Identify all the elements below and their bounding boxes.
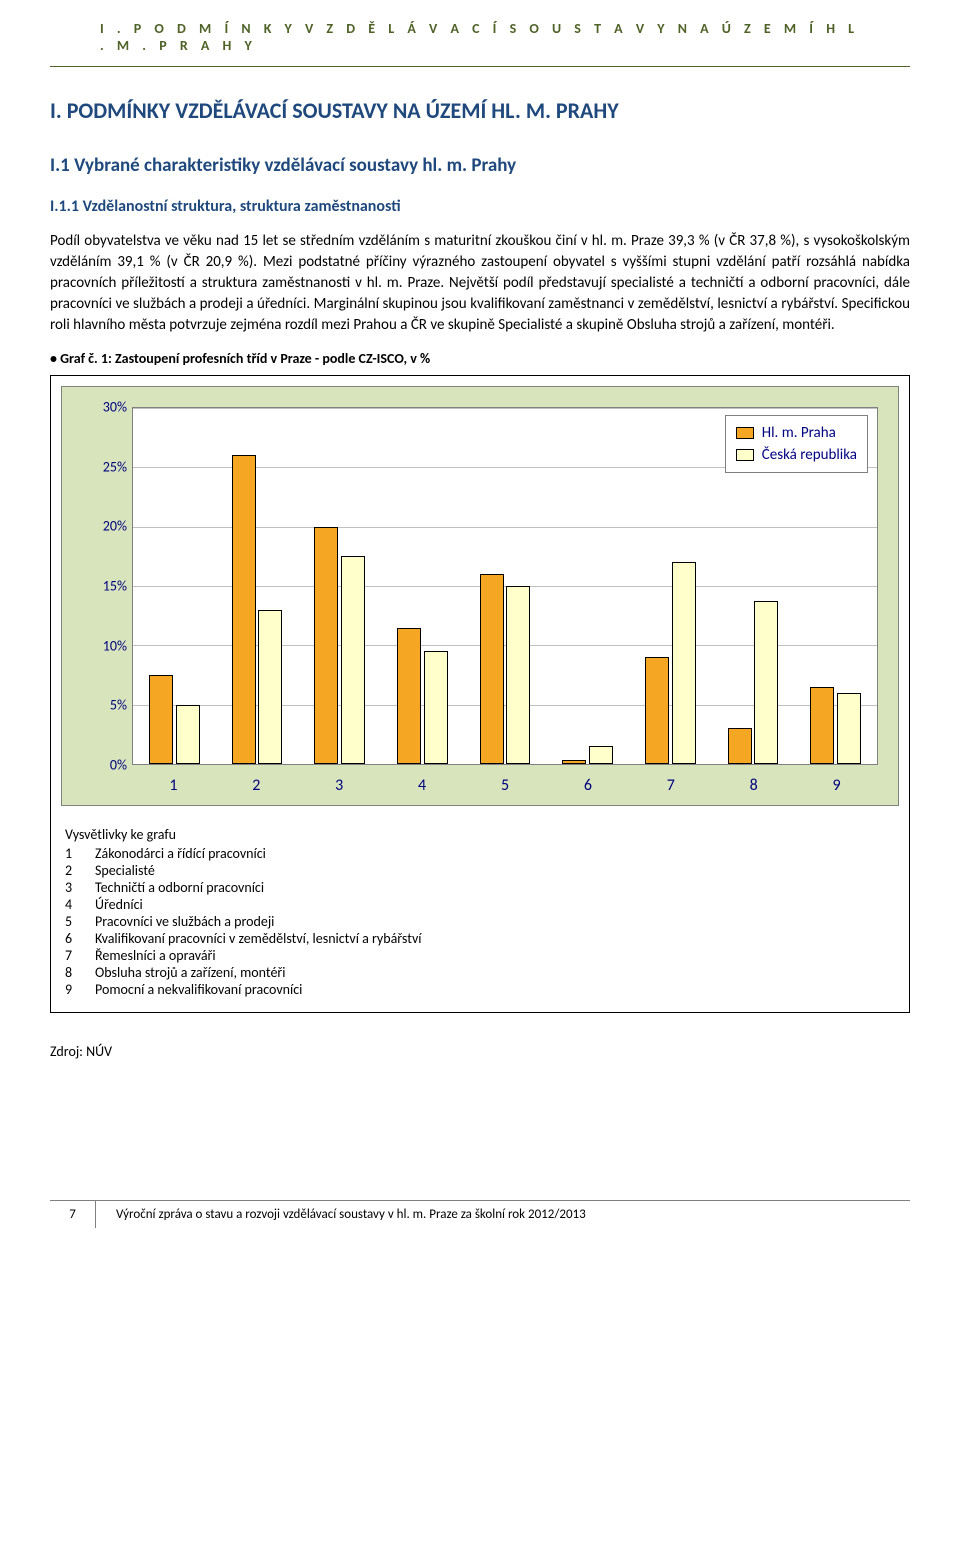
explain-text: Kvalifikovaní pracovníci v zemědělství, … [95,930,421,947]
chart-bar [232,455,256,764]
explain-text: Specialisté [95,862,155,879]
chart-bar [341,556,365,764]
heading-1: I. PODMÍNKY VZDĚLÁVACÍ SOUSTAVY NA ÚZEMÍ… [50,97,910,124]
chart-area: Hl. m. Praha Česká republika 0% 5% 10% 15% 20… [61,386,899,806]
chart-bar [397,628,421,764]
explain-num: 4 [65,896,77,913]
chart-ytick: 0% [72,757,127,774]
explain-row: 7 Řemeslníci a opraváři [65,947,895,964]
chart-xtick: 1 [169,776,177,795]
explain-text: Pracovníci ve službách a prodeji [95,913,274,930]
explain-text: Úředníci [95,896,143,913]
chart-ytick: 30% [72,399,127,416]
legend-item: Hl. m. Praha [736,422,857,444]
chart-xtick: 7 [667,776,675,795]
explain-row: 2 Specialisté [65,862,895,879]
explain-num: 1 [65,845,77,862]
explain-num: 7 [65,947,77,964]
chart-bar [314,527,338,764]
heading-2: I.1 Vybrané charakteristiky vzdělávací s… [50,154,910,177]
explain-row: 1 Zákonodárci a řídící pracovníci [65,845,895,862]
page-footer: 7 Výroční zpráva o stavu a rozvoji vzděl… [50,1200,910,1228]
chart-bar [754,601,778,764]
chart-explain: Vysvětlivky ke grafu 1 Zákonodárci a řídíc… [51,816,909,1012]
chart-bar [562,760,586,764]
chart-bar [672,562,696,764]
explain-row: 9 Pomocní a nekvalifikovaní pracovníci [65,981,895,998]
explain-text: Techničtí a odborní pracovníci [95,879,264,896]
explain-text: Zákonodárci a řídící pracovníci [95,845,266,862]
chart-bar [149,675,173,764]
explain-text: Obsluha strojů a zařízení, montéři [95,964,286,981]
chart-bar [424,651,448,764]
legend-swatch [736,449,754,461]
chart-gridline [133,408,877,409]
explain-num: 8 [65,964,77,981]
explain-num: 2 [65,862,77,879]
chart-ytick: 20% [72,518,127,535]
chart-bar [645,657,669,764]
chart-xtick: 3 [335,776,343,795]
heading-3: I.1.1 Vzdělanostní struktura, struktura … [50,197,910,216]
chart-ytick: 15% [72,578,127,595]
chart-xtick: 8 [750,776,758,795]
chart-bar [837,693,861,764]
chart-xtick: 9 [832,776,840,795]
explain-row: 6 Kvalifikovaní pracovníci v zemědělství,… [65,930,895,947]
legend-item: Česká republika [736,444,857,466]
explain-num: 6 [65,930,77,947]
chart-bar [258,610,282,764]
explain-title: Vysvětlivky ke grafu [65,826,895,843]
chart-xtick: 4 [418,776,426,795]
chart-xtick: 2 [252,776,260,795]
legend-label: Česká republika [762,446,857,464]
chart-ytick: 5% [72,697,127,714]
explain-num: 9 [65,981,77,998]
legend-swatch [736,427,754,439]
footer-text: Výroční zpráva o stavu a rozvoji vzděláv… [96,1201,910,1228]
explain-text: Řemeslníci a opraváři [95,947,216,964]
explain-num: 3 [65,879,77,896]
chart-bar [176,705,200,764]
chart-ytick: 10% [72,637,127,654]
chart-bar [810,687,834,764]
chart-xtick: 5 [501,776,509,795]
chart-bar [589,746,613,764]
chart-legend: Hl. m. Praha Česká republika [725,415,868,473]
explain-row: 5 Pracovníci ve službách a prodeji [65,913,895,930]
chart-bar [728,728,752,764]
chart-source: Zdroj: NÚV [50,1043,910,1060]
explain-row: 4 Úředníci [65,896,895,913]
chart-ytick: 25% [72,458,127,475]
chart-bar [480,574,504,764]
explain-row: 8 Obsluha strojů a zařízení, montéři [65,964,895,981]
chart-xtick: 6 [584,776,592,795]
page-number: 7 [50,1201,96,1228]
chart-frame: Hl. m. Praha Česká republika 0% 5% 10% 15% 20… [50,375,910,1013]
page-content: I. PODMÍNKY VZDĚLÁVACÍ SOUSTAVY NA ÚZEMÍ… [0,97,960,1060]
explain-row: 3 Techničtí a odborní pracovníci [65,879,895,896]
explain-num: 5 [65,913,77,930]
explain-text: Pomocní a nekvalifikovaní pracovníci [95,981,302,998]
chart-title: Graf č. 1: Zastoupení profesních tříd v … [50,350,910,367]
running-header: I . P O D M Í N K Y V Z D Ě L Á V A C Í … [50,0,910,67]
legend-label: Hl. m. Praha [762,424,836,442]
chart-bar [506,586,530,764]
body-paragraph: Podíl obyvatelstva ve věku nad 15 let se… [50,231,910,336]
